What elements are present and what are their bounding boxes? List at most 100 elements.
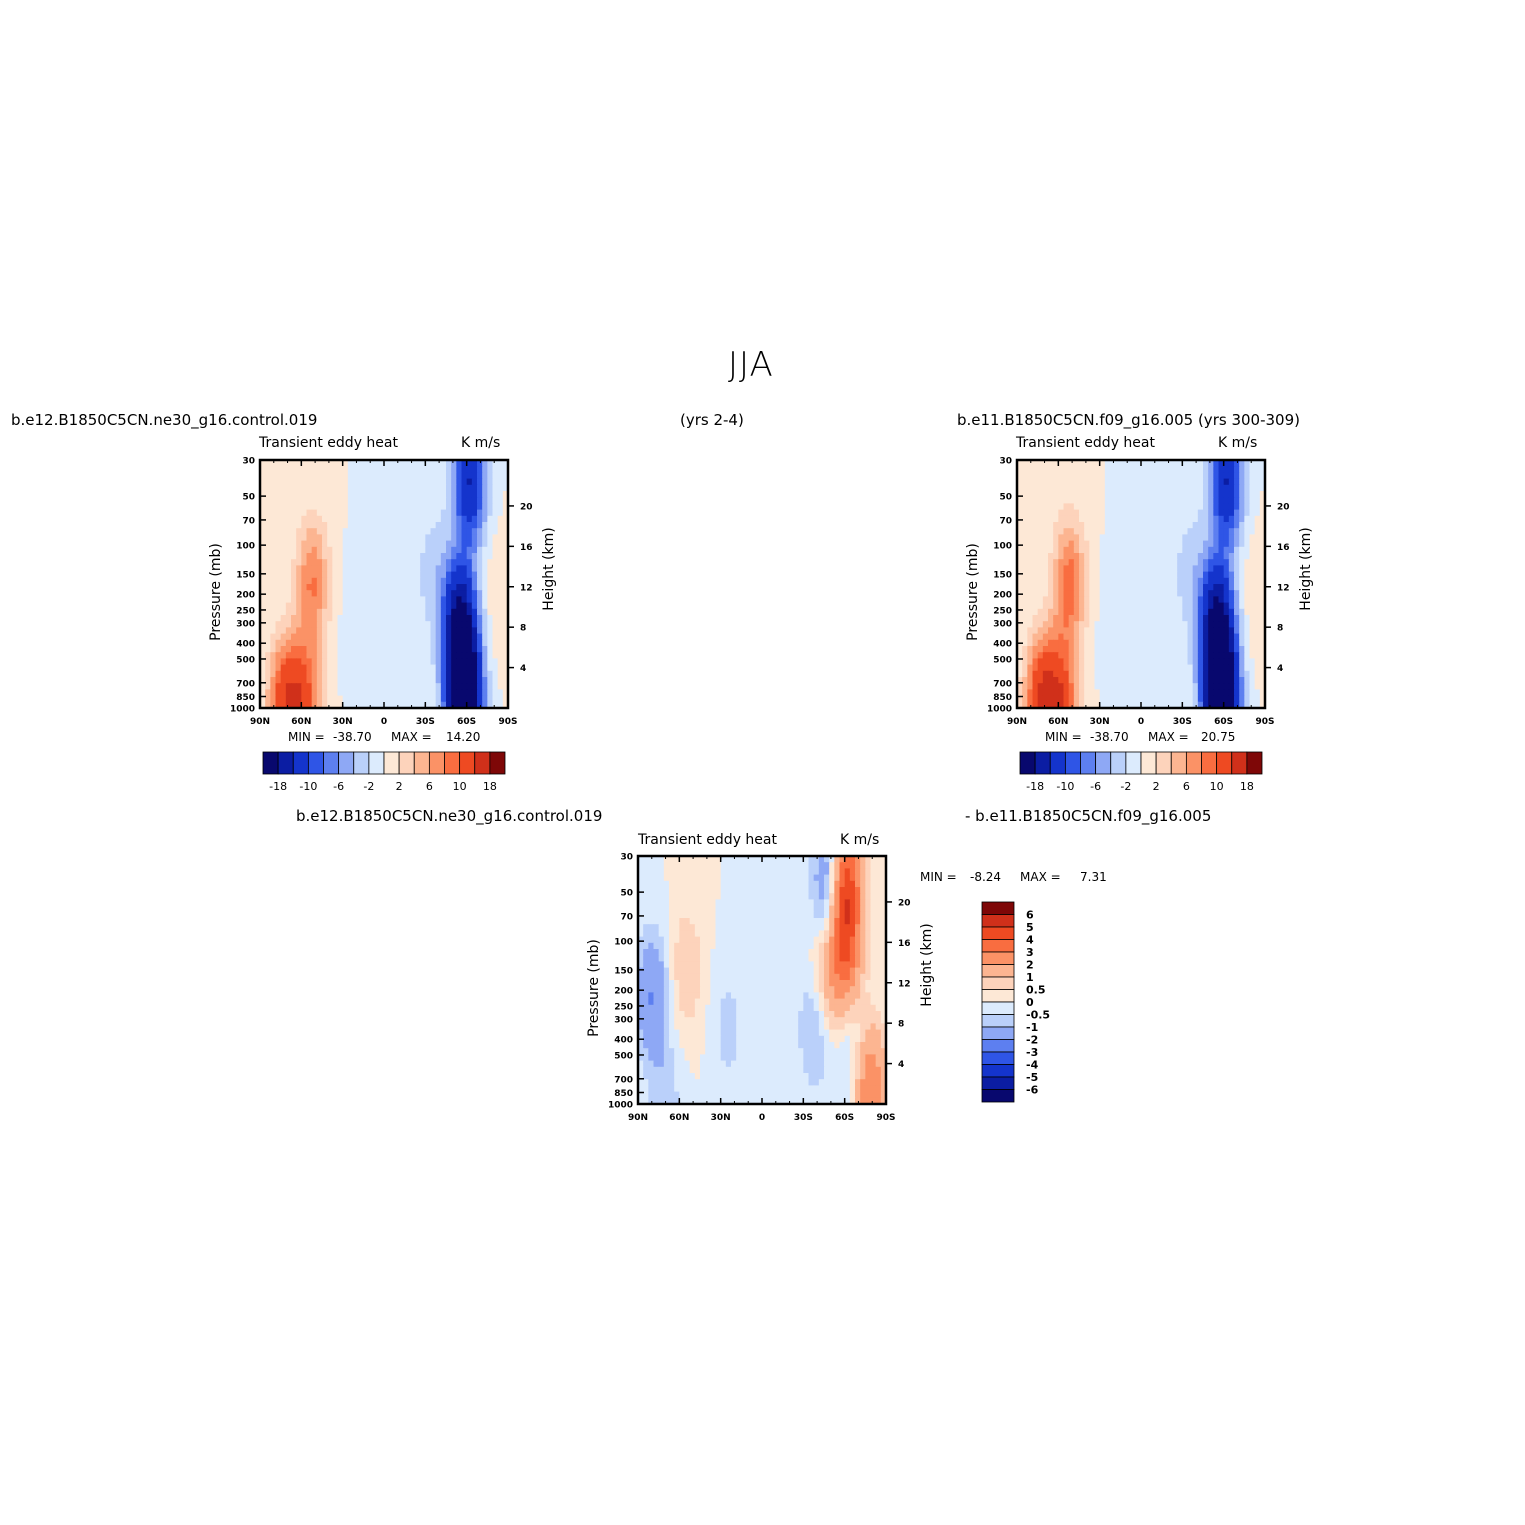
field-cell	[399, 565, 406, 573]
field-cell	[1203, 460, 1209, 467]
field-cell	[482, 478, 488, 486]
field-cell	[849, 911, 856, 919]
field-cell	[280, 546, 287, 554]
field-cell	[1182, 646, 1189, 653]
field-cell	[1239, 559, 1245, 566]
field-cell	[373, 689, 380, 697]
field-cell	[1177, 546, 1183, 554]
field-cell	[1228, 633, 1235, 641]
field-cell	[1197, 596, 1204, 604]
field-cell	[332, 627, 339, 635]
field-cell	[306, 522, 313, 529]
field-cell	[1032, 646, 1039, 653]
field-cell	[674, 887, 680, 894]
field-cell	[471, 695, 478, 703]
field-cell	[1073, 503, 1080, 511]
y-tick-label: 850	[236, 693, 255, 703]
field-cell	[694, 862, 701, 869]
field-cell	[1172, 484, 1178, 492]
field-cell	[1079, 590, 1085, 597]
field-cell	[1161, 627, 1168, 635]
field-cell	[1172, 509, 1178, 517]
field-cell	[684, 868, 691, 876]
field-cell	[1161, 664, 1168, 672]
field-cell	[865, 868, 872, 876]
field-cell	[1197, 553, 1204, 560]
field-cell	[1053, 546, 1059, 554]
field-cell	[756, 874, 763, 882]
field-cell	[477, 528, 483, 535]
field-cell	[440, 627, 447, 635]
field-cell	[1125, 491, 1132, 498]
field-cell	[358, 639, 364, 647]
field-cell	[803, 899, 810, 907]
field-cell	[829, 942, 835, 950]
field-cell	[487, 646, 494, 653]
field-cell	[275, 509, 282, 517]
field-cell	[306, 658, 313, 666]
field-cell	[1141, 608, 1147, 616]
field-cell	[793, 930, 799, 938]
field-cell	[658, 862, 665, 869]
field-cell	[363, 571, 370, 579]
field-cell	[1192, 553, 1199, 560]
field-cell	[1228, 621, 1235, 628]
field-cell	[715, 905, 722, 913]
field-cell	[1234, 472, 1240, 480]
field-cell	[482, 608, 488, 616]
field-cell	[1249, 491, 1256, 498]
field-cell	[440, 515, 447, 523]
field-cell	[285, 528, 292, 535]
field-cell	[1208, 503, 1214, 511]
field-cell	[451, 596, 457, 604]
field-cell	[875, 880, 882, 888]
field-cell	[1228, 689, 1235, 697]
field-cell	[1017, 664, 1023, 672]
field-cell	[451, 664, 457, 672]
field-cell	[1254, 497, 1261, 504]
field-cell	[1208, 577, 1214, 585]
field-cell	[1084, 484, 1090, 492]
field-cell	[1017, 472, 1023, 480]
field-cell	[487, 484, 494, 492]
field-cell	[700, 856, 706, 863]
field-cell	[394, 615, 401, 622]
field-cell	[322, 639, 328, 647]
field-cell	[342, 652, 349, 659]
field-cell	[456, 670, 463, 678]
field-cell	[1197, 497, 1204, 504]
colorbar-label: 6	[426, 780, 433, 793]
field-cell	[280, 503, 287, 511]
field-cell	[394, 559, 401, 566]
field-cell	[1172, 695, 1178, 703]
field-cell	[409, 639, 416, 647]
field-cell	[358, 571, 364, 579]
field-cell	[337, 478, 344, 486]
field-cell	[1115, 460, 1121, 467]
field-cell	[466, 509, 473, 517]
field-cell	[420, 646, 426, 653]
field-cell	[482, 491, 488, 498]
field-cell	[1141, 559, 1147, 566]
field-cell	[368, 466, 375, 473]
field-cell	[1037, 460, 1044, 467]
field-cell	[368, 472, 375, 480]
field-cell	[663, 961, 670, 969]
field-cell	[373, 565, 380, 573]
field-cell	[1172, 701, 1178, 709]
field-cell	[1099, 466, 1106, 473]
field-cell	[1161, 571, 1168, 579]
colorbar-box	[474, 751, 491, 775]
field-cell	[373, 491, 380, 498]
field-cell	[311, 460, 318, 467]
field-cell	[870, 880, 877, 888]
field-cell	[1151, 522, 1158, 529]
field-cell	[1079, 584, 1085, 591]
field-cell	[440, 497, 447, 504]
field-cell	[1027, 577, 1034, 585]
field-cell	[865, 856, 872, 863]
field-cell	[689, 887, 696, 894]
field-cell	[296, 478, 302, 486]
field-cell	[1032, 503, 1039, 511]
field-cell	[1187, 553, 1194, 560]
